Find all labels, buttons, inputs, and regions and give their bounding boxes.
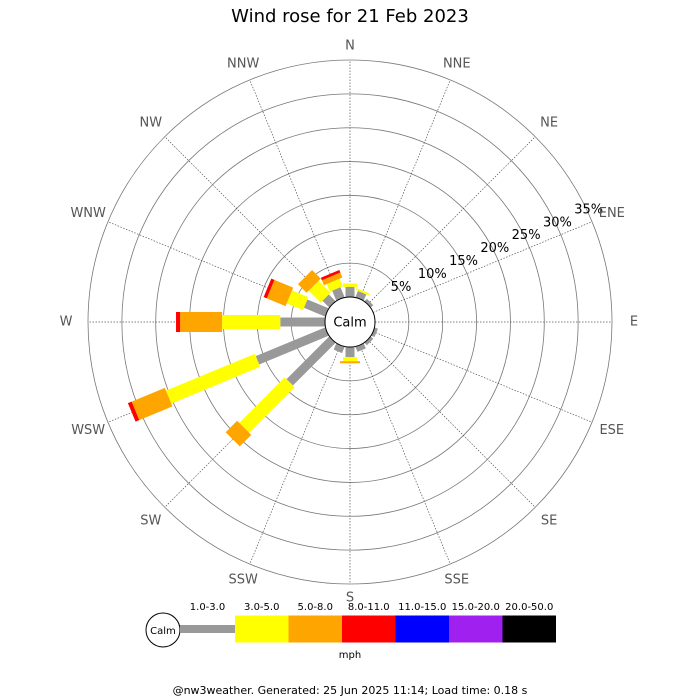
ring-label: 5% <box>391 280 412 295</box>
direction-label: S <box>346 591 354 606</box>
legend-label: 5.0-8.0 <box>298 602 333 613</box>
direction-label: W <box>60 315 73 330</box>
bar-segment <box>343 357 357 362</box>
direction-label: NNW <box>227 57 259 72</box>
bar-segment <box>266 279 294 307</box>
bar-segment <box>280 317 326 327</box>
chart-title: Wind rose for 21 Feb 2023 <box>231 6 469 27</box>
spoke <box>367 339 536 508</box>
bar-segment <box>303 299 329 317</box>
ring-label: 30% <box>543 215 572 230</box>
legend-swatch <box>449 615 503 643</box>
bar-segment <box>176 312 181 332</box>
bar-segment <box>255 327 329 365</box>
legend-label: 15.0-20.0 <box>452 602 500 613</box>
bar-segment <box>225 420 252 447</box>
direction-label: NE <box>540 115 558 130</box>
bar-segment <box>263 278 275 299</box>
bar-segment <box>321 272 343 286</box>
bar-segment <box>239 377 295 433</box>
bar-segment <box>131 387 173 421</box>
bar-segment <box>364 336 374 346</box>
direction-label: NW <box>140 115 163 130</box>
calm-circle <box>324 296 376 348</box>
bar-segment <box>297 269 321 293</box>
bar-segment <box>326 278 343 292</box>
direction-label: SE <box>541 514 557 529</box>
bar-segment <box>308 280 331 303</box>
legend-swatch <box>342 615 396 643</box>
bar-segment <box>222 315 281 329</box>
legend: Calm 1.0-3.0 3.0-5.0 5.0-8.0 8.0-11.0 11.0-1… <box>145 602 556 648</box>
direction-label: SSW <box>229 572 259 587</box>
spoke <box>367 136 536 305</box>
bar-segment <box>180 312 223 332</box>
bars <box>127 269 378 447</box>
bar-segment <box>345 347 355 358</box>
bar-segment <box>165 353 261 404</box>
grid <box>87 59 613 585</box>
bar-segment <box>332 287 345 301</box>
spoke <box>249 79 341 300</box>
legend-calm-label: Calm <box>150 626 176 637</box>
direction-label: WNW <box>70 206 106 221</box>
ring-label: 35% <box>574 202 603 217</box>
footer: @nw3weather. Generated: 25 Jun 2025 11:1… <box>173 684 528 697</box>
legend-label: 11.0-15.0 <box>398 602 446 613</box>
ring-label: 20% <box>480 241 509 256</box>
spoke <box>359 79 451 300</box>
grid-ring <box>87 59 613 585</box>
spoke <box>249 344 341 565</box>
legend-swatch <box>235 615 289 643</box>
legend-swatch <box>288 615 342 643</box>
bar-segment <box>320 270 341 281</box>
spoke <box>372 221 593 313</box>
direction-label: NNE <box>443 57 471 72</box>
labels: 5%10%15%20%25%30%35%NNNENEENEEESESESSESS… <box>60 39 639 606</box>
legend-label: 1.0-3.0 <box>190 602 225 613</box>
calm-label: Calm <box>333 316 366 331</box>
ring-label: 25% <box>512 228 541 243</box>
bar-segment <box>371 327 378 338</box>
legend-swatch <box>395 615 449 643</box>
bar-segment <box>340 361 360 364</box>
direction-label: SW <box>140 514 161 529</box>
legend-swatch <box>180 625 235 633</box>
direction-label: E <box>630 315 638 330</box>
bar-segment <box>286 290 309 311</box>
bar-segment <box>355 343 366 352</box>
direction-label: SSE <box>444 572 469 587</box>
legend-label: 3.0-5.0 <box>244 602 279 613</box>
legend-label: 8.0-11.0 <box>348 602 390 613</box>
ring-label: 15% <box>449 254 478 269</box>
legend-label: 20.0-50.0 <box>505 602 553 613</box>
spoke <box>359 344 451 565</box>
unit-label: mph <box>339 650 361 661</box>
direction-label: ENE <box>599 206 625 221</box>
bar-segment <box>343 283 357 287</box>
legend-swatch <box>502 615 556 643</box>
bar-segment <box>355 288 370 296</box>
bar-segment <box>127 401 140 422</box>
bar-segment <box>286 336 336 386</box>
ring-label: 10% <box>418 267 447 282</box>
spoke <box>372 331 593 423</box>
grid-ring <box>121 93 579 551</box>
bar-segment <box>345 286 355 297</box>
direction-label: N <box>345 39 355 54</box>
bar-segment <box>364 298 374 308</box>
spoke <box>164 136 333 305</box>
direction-label: WSW <box>71 423 105 438</box>
direction-label: ESE <box>599 423 624 438</box>
